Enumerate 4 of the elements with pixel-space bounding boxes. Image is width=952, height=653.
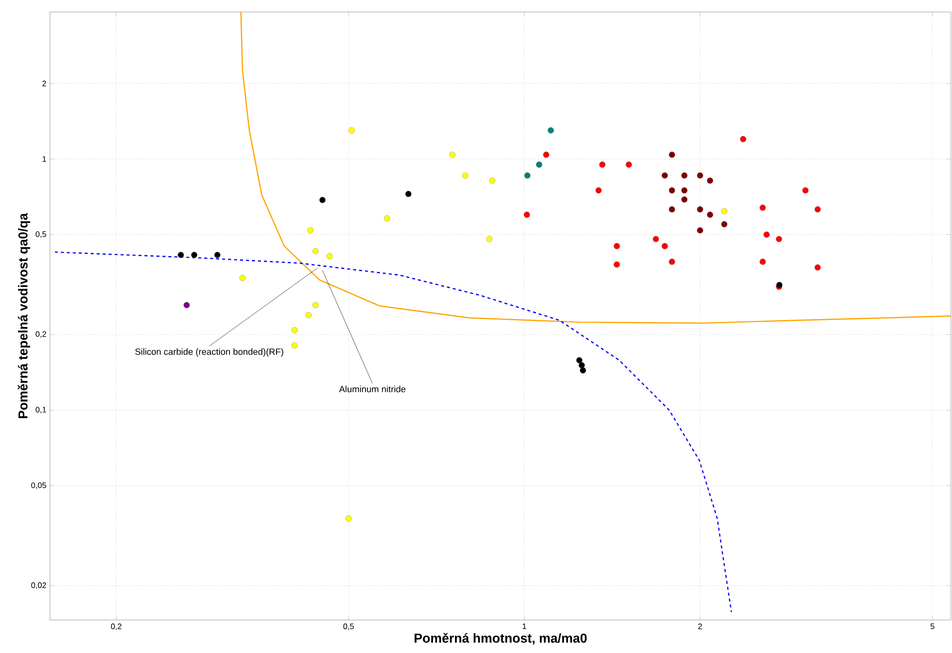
x-axis-title: Poměrná hmotnost, ma/ma0 [414,632,587,645]
y-axis-title: Poměrná tepelná vodivost qa0/qa [18,213,30,418]
annotation: Silicon carbide (reaction bonded)(RF) [135,348,284,357]
annotation: Aluminum nitride [339,386,406,392]
